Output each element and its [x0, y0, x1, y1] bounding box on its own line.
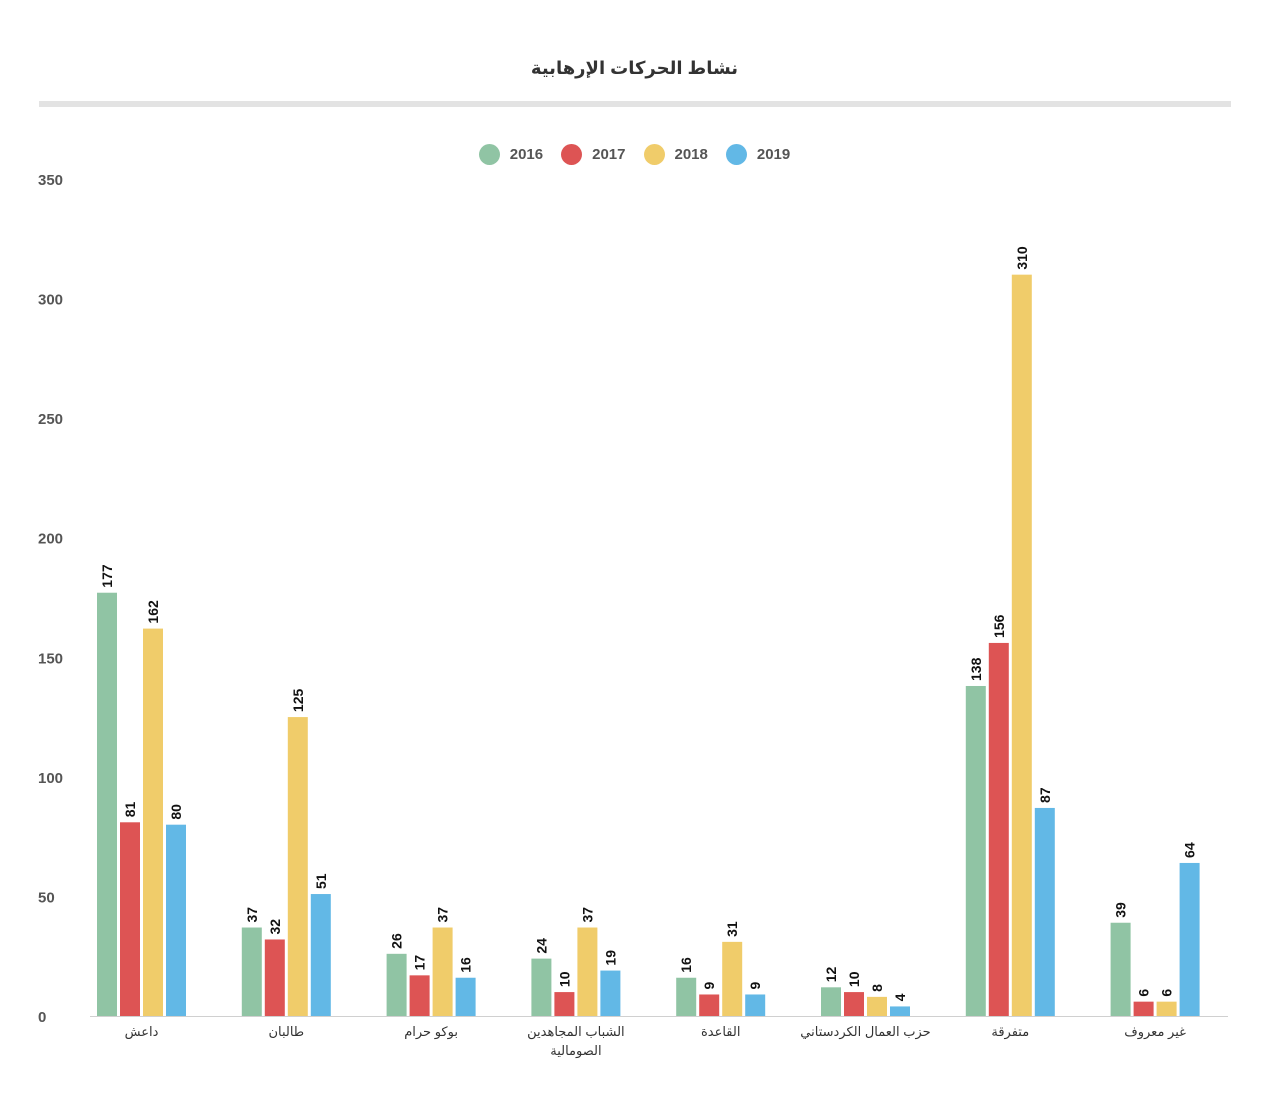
bar [455, 977, 476, 1016]
legend-label: 2017 [592, 146, 626, 163]
data-label: 16 [678, 957, 694, 973]
data-label: 177 [99, 564, 115, 588]
bar [1011, 274, 1032, 1017]
legend-label: 2019 [756, 146, 791, 163]
legend-label: 2018 [674, 146, 708, 163]
data-label: 10 [556, 971, 572, 987]
data-label: 125 [290, 688, 306, 712]
bar [577, 927, 598, 1016]
bar [143, 628, 163, 1016]
legend-item: 2017 [561, 144, 626, 165]
data-label: 17 [412, 955, 428, 971]
data-label: 39 [1113, 902, 1129, 918]
chart-title: نشاط الحركات الإرهابية [530, 58, 739, 78]
bar [432, 927, 453, 1016]
bar [409, 975, 430, 1016]
data-label: 9 [701, 981, 717, 989]
bar [867, 996, 887, 1016]
bar [386, 953, 407, 1016]
bar [676, 977, 697, 1016]
data-label: 80 [168, 804, 184, 820]
data-label: 162 [145, 600, 161, 624]
data-label: 37 [244, 907, 260, 923]
bar [241, 927, 262, 1016]
data-label: 37 [579, 907, 595, 923]
data-label: 64 [1182, 842, 1198, 858]
bar [120, 822, 140, 1016]
y-tick-label: 100 [38, 770, 63, 787]
bar [890, 1006, 910, 1016]
data-label: 10 [846, 971, 862, 987]
x-tick-label: متفرقة [991, 1024, 1029, 1040]
bar [1156, 1001, 1177, 1016]
data-label: 156 [991, 614, 1007, 638]
x-tick-label: الشباب المجاهدين [527, 1024, 625, 1040]
bar [844, 992, 864, 1016]
legend-label: 2016 [509, 146, 544, 163]
bar [1133, 1001, 1154, 1016]
bar [745, 994, 766, 1016]
bar [988, 642, 1009, 1016]
legend-swatch [478, 144, 500, 165]
y-tick-label: 0 [38, 1009, 46, 1026]
x-tick-label: غير معروف [1124, 1024, 1186, 1040]
legend: 2016 2017 2018 2019 [0, 144, 1269, 165]
bar [821, 987, 841, 1016]
legend-item: 2016 [478, 144, 544, 165]
bar [97, 592, 117, 1016]
data-label: 138 [968, 657, 984, 681]
data-label: 6 [1159, 989, 1175, 997]
data-label: 8 [869, 984, 885, 992]
x-tick-label: بوكو حرام [404, 1024, 458, 1040]
legend-item: 2018 [643, 144, 708, 165]
bar [287, 717, 308, 1016]
data-label: 51 [313, 873, 329, 889]
data-label: 24 [533, 938, 549, 954]
bar [1034, 807, 1055, 1016]
data-label: 37 [435, 907, 451, 923]
bar [531, 958, 552, 1016]
bar [699, 994, 720, 1016]
bar [264, 939, 285, 1016]
data-label: 16 [458, 957, 474, 973]
data-label: 26 [389, 933, 405, 949]
data-label: 32 [267, 919, 283, 935]
legend-item: 2019 [725, 144, 791, 165]
y-tick-label: 350 [38, 172, 63, 189]
bar [1110, 922, 1131, 1016]
bar [722, 941, 743, 1016]
y-tick-label: 200 [38, 531, 63, 548]
data-label: 12 [823, 967, 839, 983]
bar [310, 894, 331, 1016]
title-divider [39, 101, 1231, 107]
y-tick-label: 150 [38, 650, 63, 667]
x-tick-label: حزب العمال الكردستاني [800, 1024, 930, 1040]
bar [965, 685, 986, 1016]
data-label: 9 [747, 981, 763, 989]
data-label: 31 [724, 921, 740, 937]
y-tick-label: 50 [38, 889, 55, 906]
y-tick-label: 300 [38, 292, 63, 309]
data-label: 87 [1037, 787, 1053, 803]
y-tick-label: 250 [38, 411, 63, 428]
bar [1179, 862, 1200, 1016]
legend-swatch [643, 144, 665, 165]
legend-swatch [725, 144, 747, 165]
bar [166, 824, 186, 1016]
data-label: 19 [602, 950, 618, 966]
data-label: 6 [1136, 989, 1152, 997]
bar [554, 992, 575, 1016]
x-tick-label: القاعدة [701, 1024, 741, 1039]
x-tick-label: الصومالية [550, 1043, 601, 1059]
bar [600, 970, 621, 1016]
data-label: 310 [1014, 246, 1030, 270]
x-tick-label: داعش [125, 1024, 159, 1040]
legend-swatch [561, 144, 583, 165]
data-label: 4 [892, 993, 908, 1001]
data-label: 81 [122, 802, 138, 818]
x-tick-label: طالبان [268, 1024, 304, 1039]
